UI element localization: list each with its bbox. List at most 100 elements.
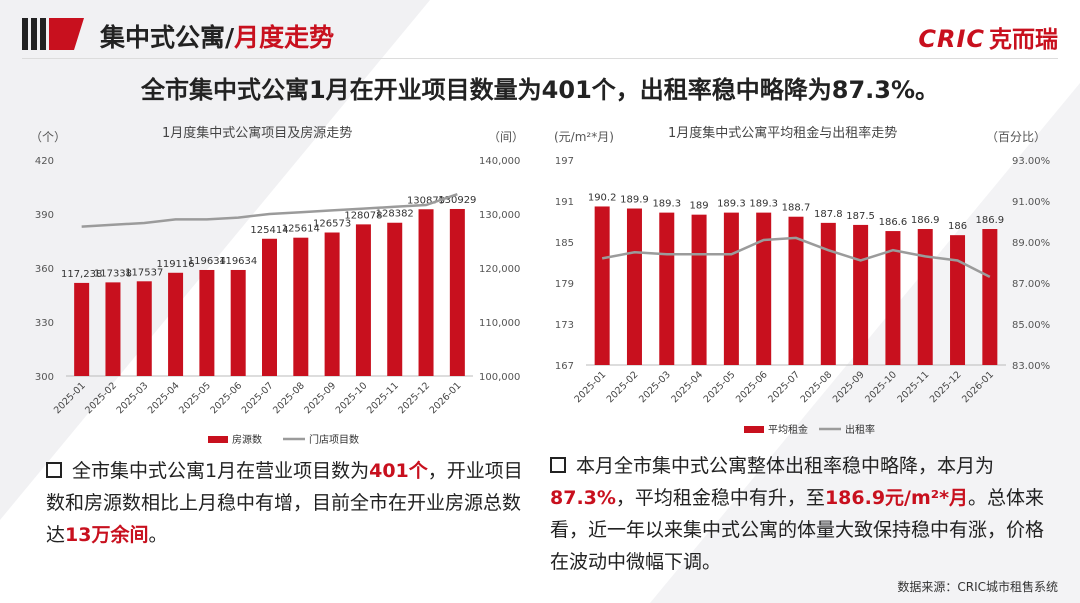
bar: [262, 238, 277, 376]
bar: [917, 229, 933, 365]
legend-bar-label: 房源数: [232, 433, 262, 446]
right-axis-tick: 110,000: [479, 318, 520, 329]
left-summary-highlight: 13万余间: [65, 524, 149, 546]
data-label: 125414: [250, 225, 288, 236]
page-title: 集中式公寓/月度走势: [100, 18, 334, 54]
left-axis-tick: 390: [35, 210, 54, 221]
x-axis-tick: 2025-08: [271, 380, 307, 416]
chart-right-svg: 197 191 185 179 173 167 93.00% 91.00% 89.00% 87.0…: [555, 156, 1050, 436]
chart-left-title: 1月度集中式公寓项目及房源走势: [162, 126, 353, 141]
left-axis-tick: 185: [555, 238, 574, 249]
chart-right-right-unit: （百分比）: [986, 130, 1047, 144]
x-axis-tick: 2025-11: [365, 380, 401, 416]
x-axis-tick: 2025-04: [146, 380, 182, 416]
data-label: 187.8: [814, 209, 843, 220]
data-label: 125614: [282, 224, 320, 235]
x-axis-tick: 2025-02: [605, 369, 641, 405]
x-axis-tick: 2025-03: [115, 380, 151, 416]
left-summary-part: ，开业项目数和房源数相比上月稳中有增，目前全市在开业房源总数达: [46, 460, 523, 546]
data-label: 189.9: [620, 195, 649, 206]
x-axis-tick: 2025-09: [302, 380, 338, 416]
left-axis-tick: 167: [555, 361, 574, 372]
data-label: 126573: [313, 219, 351, 230]
right-summary-highlight: 186.9元/m²*月: [824, 487, 969, 509]
right-axis-tick: 83.00%: [1012, 361, 1050, 372]
x-axis-tick: 2025-12: [396, 380, 432, 416]
right-summary-highlight: 87.3%: [550, 487, 616, 509]
x-axis-tick: 2025-01: [52, 380, 88, 416]
right-axis-tick: 85.00%: [1012, 320, 1050, 331]
header-divider: [22, 58, 1058, 59]
data-label: 189: [690, 201, 709, 212]
x-axis-tick: 2025-10: [863, 369, 899, 405]
bar: [105, 282, 121, 376]
bar: [594, 206, 610, 365]
left-axis-tick: 330: [35, 318, 54, 329]
x-axis-tick: 2025-12: [928, 369, 964, 405]
x-axis-tick: 2025-05: [702, 369, 738, 405]
brand-logo: CRIC 克而瑞: [918, 20, 1058, 54]
x-axis-tick: 2025-07: [240, 380, 276, 416]
chart-left-right-unit: （间）: [488, 130, 525, 144]
x-axis-tick: 2025-06: [734, 369, 770, 405]
right-axis-tick: 120,000: [479, 264, 520, 275]
right-axis-tick: 130,000: [479, 210, 520, 221]
bar: [659, 212, 675, 365]
bar: [293, 237, 309, 376]
bar: [418, 209, 434, 376]
right-axis-tick: 140,000: [479, 156, 520, 167]
data-label: 189.3: [717, 199, 746, 210]
bar: [74, 282, 90, 376]
data-label: 188.7: [782, 203, 811, 214]
data-label: 117338: [94, 268, 132, 279]
bar: [691, 214, 707, 365]
bar: [853, 224, 869, 365]
chart-left: 1月度集中式公寓项目及房源走势 （个） （间） 420 390 360 330 300 1…: [18, 118, 533, 453]
chart-right-title: 1月度集中式公寓平均租金与出租率走势: [668, 126, 898, 141]
x-axis-tick: 2025-08: [799, 369, 835, 405]
headline: 全市集中式公寓1月在开业项目数量为401个，出租率稳中略降为87.3%。: [140, 76, 940, 104]
data-label: 190.2: [588, 192, 617, 203]
bar: [449, 208, 465, 376]
legend-line-label: 门店项目数: [309, 433, 359, 446]
right-axis-tick: 100,000: [479, 372, 520, 383]
x-axis-tick: 2025-07: [766, 369, 802, 405]
series-line: [81, 193, 458, 228]
data-label: 128382: [376, 209, 414, 220]
left-axis-tick: 173: [555, 320, 574, 331]
chart-right-left-unit: (元/m²*月): [554, 130, 614, 144]
x-axis-tick: 2025-05: [177, 380, 213, 416]
right-axis-tick: 91.00%: [1012, 197, 1050, 208]
legend-bar-swatch: [208, 436, 228, 443]
bar: [199, 269, 215, 376]
brand-logo-en: CRIC: [918, 25, 985, 53]
bar: [982, 229, 998, 365]
bar: [885, 231, 901, 365]
data-label: 186.6: [879, 217, 908, 228]
x-axis-tick: 2025-06: [208, 380, 244, 416]
x-axis-tick: 2026-01: [428, 380, 464, 416]
data-label: 130929: [438, 195, 476, 206]
data-label: 189.3: [652, 199, 681, 210]
page-title-sub: 月度走势: [234, 23, 335, 52]
data-label: 117537: [125, 267, 163, 278]
left-axis-tick: 197: [555, 156, 574, 167]
left-axis-tick: 420: [35, 156, 54, 167]
bar: [788, 216, 804, 365]
left-axis-tick: 191: [555, 197, 574, 208]
left-axis-tick: 179: [555, 279, 574, 290]
data-label: 119116: [156, 259, 194, 270]
x-axis-tick: 2025-09: [831, 369, 867, 405]
x-axis-tick: 2025-02: [83, 380, 119, 416]
right-axis-tick: 89.00%: [1012, 238, 1050, 249]
right-summary: 本月全市集中式公寓整体出租率稳中略降，本月为 87.3%，平均租金稳中有升，至18…: [550, 450, 1050, 578]
data-label: 128078: [344, 210, 382, 221]
bar: [355, 224, 371, 376]
left-summary: 全市集中式公寓1月在营业项目数为401个，开业项目数和房源数相比上月稳中有增，目…: [46, 455, 526, 551]
right-axis-tick: 87.00%: [1012, 279, 1050, 290]
x-axis-tick: 2025-03: [637, 369, 673, 405]
left-axis-tick: 360: [35, 264, 54, 275]
bar: [950, 235, 966, 365]
x-axis-tick: 2025-01: [572, 369, 608, 405]
header: 集中式公寓/月度走势 CRIC 克而瑞: [0, 0, 1080, 62]
